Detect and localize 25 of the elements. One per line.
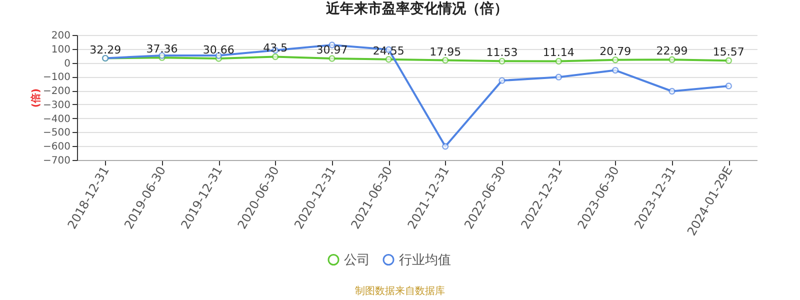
data-label: 17.95 (430, 45, 462, 58)
y-tick-label: 200 (51, 30, 70, 42)
y-axis-title: (倍) (30, 88, 42, 108)
y-tick-label: −400 (43, 114, 70, 125)
y-tick-label: 0 (64, 58, 70, 70)
data-label: 30.66 (202, 44, 234, 57)
data-label: 20.79 (600, 44, 632, 58)
y-tick-label: −600 (43, 142, 70, 153)
data-label: 30.97 (316, 43, 348, 56)
legend-label: 公司 (344, 252, 370, 268)
legend-label: 行业均值 (399, 252, 451, 268)
data-label: 37.36 (146, 42, 178, 56)
y-tick-label: 100 (51, 44, 70, 56)
data-label: 32.29 (90, 43, 122, 56)
data-label: 22.99 (656, 44, 688, 58)
y-tick-label: −700 (43, 156, 70, 166)
y-tick-label: −300 (43, 100, 70, 111)
y-tick-label: −200 (43, 86, 70, 98)
data-label: 15.57 (712, 46, 744, 59)
y-tick-label: −100 (43, 72, 70, 84)
data-label: 11.14 (542, 46, 574, 60)
chart-title: 近年来市盈率变化情况（倍） (325, 0, 508, 17)
data-label: 11.53 (486, 46, 518, 60)
text: 制图数据来自数据库 (354, 284, 446, 298)
y-tick-label: −500 (43, 128, 70, 139)
